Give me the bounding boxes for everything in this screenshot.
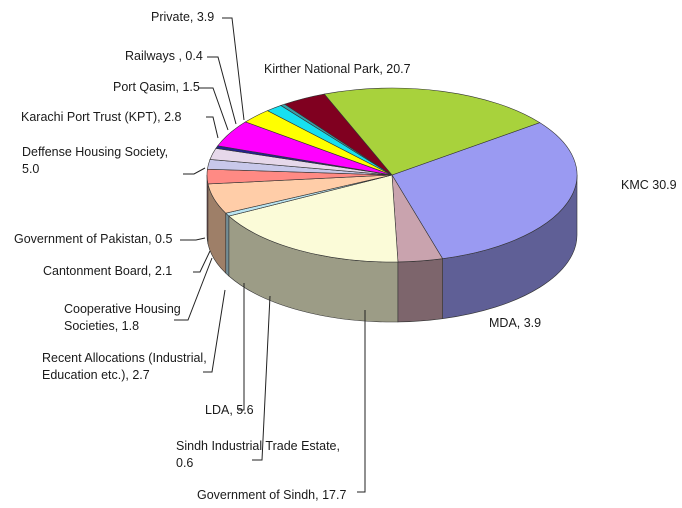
slice-label-recent-allocations-industrial-education-etc: Recent Allocations (Industrial, Education…: [42, 351, 207, 382]
leader-line-deffense-housing-society: [183, 167, 206, 175]
leader-line-recent-allocations-industrial-education-etc: [203, 289, 226, 373]
slice-label-government-of-pakistan: Government of Pakistan, 0.5: [14, 232, 172, 246]
slice-label-karachi-port-trust-kpt: Karachi Port Trust (KPT), 2.8: [21, 110, 182, 124]
leader-line-cooperative-housing-societies: [174, 257, 213, 321]
leader-lines: [174, 17, 366, 493]
leader-line-sindh-industrial-trade-estate: [252, 295, 271, 461]
slice-government-of-sindh: [228, 174, 399, 263]
slice-side-sindh-industrial-trade-estate: [225, 212, 230, 277]
slice-labels: KMC 30.9 MDA, 3.9 Government of Sindh, 17.…: [14, 10, 677, 502]
slice-label-government-of-sindh: Government of Sindh, 17.7: [197, 488, 346, 502]
leader-line-government-of-sindh: [357, 310, 366, 493]
leader-line-cantonment-board: [193, 250, 211, 273]
leader-line-government-of-pakistan: [180, 237, 206, 241]
slice-label-cooperative-housing-societies: Cooperative Housing Societies, 1.8: [64, 302, 181, 333]
leader-line-lda: [238, 283, 245, 411]
slice-label-deffense-housing-society: Deffense Housing Society, 5.0: [22, 145, 168, 176]
slice-kirther-national-park: [323, 87, 541, 176]
leader-line-karachi-port-trust-kpt: [206, 116, 219, 139]
slice-label-lda: LDA, 5.6: [205, 403, 254, 417]
pie-top-layer: [206, 87, 578, 263]
leader-line-private: [222, 17, 245, 121]
slice-label-kirther-national-park: Kirther National Park, 20.7: [264, 62, 411, 76]
slice-label-kmc: KMC 30.9: [621, 178, 677, 192]
leader-line-port-qasim: [198, 87, 229, 131]
slice-label-railways: Railways , 0.4: [125, 49, 203, 63]
slice-side-mda: [397, 258, 443, 323]
slice-label-cantonment-board: Cantonment Board, 2.1: [43, 264, 172, 278]
slice-label-sindh-industrial-trade-estate: Sindh Industrial Trade Estate, 0.6: [176, 439, 340, 470]
slice-label-mda: MDA, 3.9: [489, 316, 541, 330]
slice-label-private: Private, 3.9: [151, 10, 214, 24]
leader-line-railways: [207, 56, 237, 125]
slice-label-port-qasim: Port Qasim, 1.5: [113, 80, 200, 94]
slice-kmc: [391, 122, 578, 260]
